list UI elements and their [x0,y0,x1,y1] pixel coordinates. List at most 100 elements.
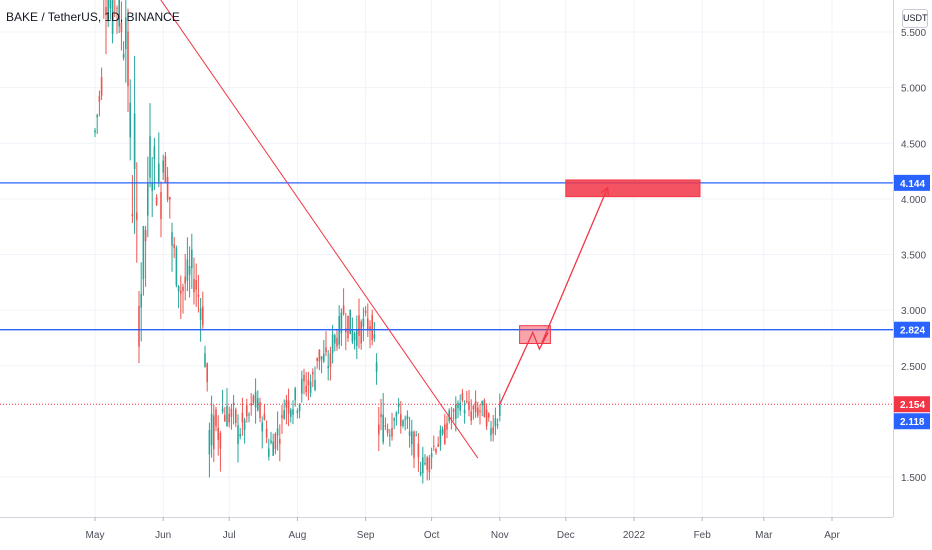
candle-body [136,212,138,220]
candle-body [378,424,380,435]
candle-body [254,391,257,408]
candle-body [457,402,459,409]
candle-body [298,404,301,412]
candle-body [373,334,376,339]
candle-body [191,249,193,269]
candle-body [276,428,279,436]
candle-body [153,146,156,160]
price-axis-label: 5.500 [901,28,926,39]
candle-body [193,278,195,293]
candle-body [166,177,169,200]
candle-body [452,409,455,412]
candle-body [180,290,182,294]
trendline [160,0,479,459]
candle-body [446,423,448,430]
candle-body [184,276,186,284]
candle-body [314,379,316,391]
candle-body [413,431,415,458]
candle-body [400,414,402,426]
level-price-tag-bg [894,321,930,338]
candle-body [474,401,477,413]
candle-body [422,457,424,474]
candle-body [131,213,134,217]
candle-body [274,433,277,449]
candle-body [221,408,224,412]
candle-body [294,388,296,401]
candle-body [144,230,147,242]
candle-body [433,445,435,447]
candle-body [140,293,142,308]
candle-body [404,418,406,420]
currency-button[interactable]: USDT [902,9,928,28]
candle-body [450,417,453,420]
candle-body [188,266,191,275]
candle-body [186,259,189,281]
candle-body [455,404,457,419]
projection-arrowhead [600,186,610,196]
time-axis-label: Jun [155,530,171,541]
candle-body [367,318,369,331]
price-tags: 4.144 2.824 2.154 2.118 [894,174,930,430]
candle-body [98,95,101,102]
candle-body [257,398,259,411]
candle-body [175,247,178,286]
candle-body [138,305,140,347]
candle-body [182,286,184,292]
price-axis-label: 2.500 [901,362,926,373]
time-axis-label: Jul [223,530,236,541]
price-axis[interactable]: 1.500 2.500 3.000 3.500 4.000 4.500 5.000 5.500… [901,0,926,484]
candle-body [483,399,486,418]
time-axis-label: Apr [824,530,840,541]
candle-body [424,462,426,465]
candle-body [100,77,103,96]
candle-body [160,191,162,220]
candle-body [155,197,158,206]
time-axis[interactable]: May Jun Jul Aug Sep Oct Nov Dec 2022 Feb Mar Apr [86,517,841,541]
candle-body [94,130,96,133]
candle-body [292,409,294,415]
candle-body [149,136,151,178]
candle-body [122,53,125,58]
candle-body [301,378,303,394]
candle-body [241,412,244,423]
candle-body [318,349,321,362]
candle-body [285,400,288,408]
time-axis-label: 2022 [623,530,646,541]
price-axis-label: 1.500 [901,473,926,484]
candle-body [481,400,483,406]
candle-body [382,414,384,443]
target-zone [565,179,701,198]
candle-body [232,402,235,405]
candle-body [435,448,437,453]
candle-body [430,453,433,458]
candle-body [334,335,336,344]
candle-body [375,362,378,372]
candles-layer [94,0,501,484]
candle-body [358,315,360,336]
candle-body [463,409,466,414]
candle-body [261,422,263,432]
candle-body [490,428,492,436]
candle-body [369,326,371,331]
candle-body [217,427,219,440]
candle-body [461,393,464,401]
time-axis-label: Feb [694,530,712,541]
candle-body [408,431,411,437]
time-axis-label: Oct [424,530,440,541]
candle-body [448,410,450,422]
price-axis-label: 3.500 [901,251,926,262]
candle-body [338,316,340,345]
chart-grid [0,0,893,517]
candle-body [349,309,351,334]
candle-body [364,310,367,313]
candle-body [171,232,173,246]
candle-body [336,338,338,347]
candle-body [239,433,241,437]
candle-body [296,410,299,413]
candle-body [215,409,217,427]
candle-body [391,428,393,437]
candle-body [488,413,490,418]
candle-body [259,402,261,418]
candle-body [265,428,268,438]
